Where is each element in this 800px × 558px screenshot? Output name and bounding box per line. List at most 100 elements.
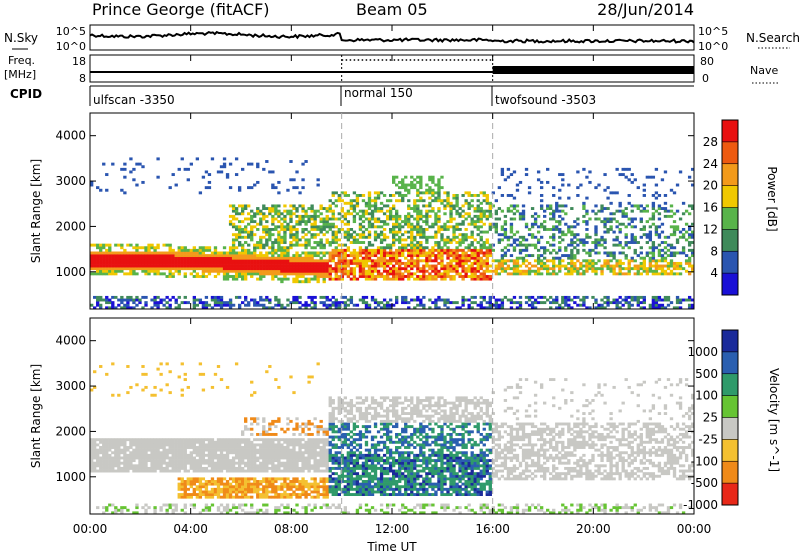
- heatmap-cell: [655, 267, 658, 270]
- heatmap-cell: [196, 249, 199, 252]
- heatmap-cell: [250, 470, 253, 473]
- heatmap-cell: [588, 262, 591, 265]
- heatmap-cell: [96, 506, 99, 509]
- heatmap-cell: [622, 252, 625, 255]
- heatmap-cell: [380, 252, 383, 255]
- heatmap-cell: [268, 170, 271, 173]
- heatmap-cell: [468, 275, 471, 278]
- heatmap-cell: [205, 488, 208, 491]
- heatmap-cell: [329, 244, 332, 247]
- heatmap-cell: [123, 462, 126, 465]
- heatmap-cell: [347, 220, 350, 223]
- heatmap-cell: [298, 262, 301, 265]
- heatmap-cell: [178, 457, 181, 460]
- heatmap-cell: [169, 244, 172, 247]
- heatmap-cell: [458, 244, 461, 247]
- heatmap-cell: [223, 441, 226, 444]
- heatmap-cell: [356, 204, 359, 207]
- heatmap-cell: [353, 270, 356, 273]
- heatmap-cell: [443, 244, 446, 247]
- heatmap-cell: [458, 212, 461, 215]
- heatmap-cell: [250, 441, 253, 444]
- heatmap-cell: [679, 262, 682, 265]
- heatmap-cell: [253, 438, 256, 441]
- heatmap-cell: [226, 267, 229, 270]
- heatmap-cell: [664, 299, 667, 302]
- heatmap-cell: [401, 184, 404, 187]
- heatmap-cell: [483, 191, 486, 194]
- heatmap-cell: [202, 451, 205, 454]
- heatmap-cell: [401, 249, 404, 252]
- heatmap-cell: [250, 254, 253, 257]
- heatmap-cell: [655, 233, 658, 236]
- heatmap-cell: [461, 270, 464, 273]
- heatmap-cell: [347, 262, 350, 265]
- heatmap-cell: [247, 477, 250, 480]
- heatmap-cell: [256, 493, 259, 496]
- heatmap-cell: [244, 278, 247, 281]
- heatmap-cell: [211, 496, 214, 499]
- heatmap-cell: [413, 299, 416, 302]
- heatmap-cell: [259, 275, 262, 278]
- heatmap-cell: [172, 504, 175, 507]
- heatmap-cell: [271, 246, 274, 249]
- heatmap-cell: [643, 299, 646, 302]
- heatmap-cell: [326, 259, 329, 262]
- heatmap-cell: [446, 246, 449, 249]
- heatmap-cell: [259, 451, 262, 454]
- heatmap-cell: [277, 454, 280, 457]
- heatmap-cell: [461, 301, 464, 304]
- heatmap-cell: [504, 246, 507, 249]
- heatmap-cell: [600, 304, 603, 307]
- heatmap-cell: [202, 262, 205, 265]
- heatmap-cell: [235, 225, 238, 228]
- heatmap-cell: [326, 252, 329, 255]
- heatmap-cell: [244, 438, 247, 441]
- heatmap-cell: [247, 443, 250, 446]
- heatmap-cell: [120, 189, 123, 192]
- heatmap-cell: [262, 449, 265, 452]
- heatmap-cell: [658, 299, 661, 302]
- heatmap-cell: [561, 231, 564, 234]
- heatmap-cell: [187, 438, 190, 441]
- heatmap-cell: [437, 189, 440, 192]
- heatmap-cell: [274, 270, 277, 273]
- heatmap-cell: [434, 241, 437, 244]
- heatmap-cell: [344, 244, 347, 247]
- heatmap-cell: [362, 199, 365, 202]
- heatmap-cell: [208, 304, 211, 307]
- heatmap-cell: [166, 454, 169, 457]
- heatmap-cell: [661, 304, 664, 307]
- heatmap-cell: [105, 457, 108, 460]
- heatmap-cell: [489, 212, 492, 215]
- heatmap-cell: [214, 304, 217, 307]
- heatmap-cell: [238, 275, 241, 278]
- heatmap-cell: [217, 496, 220, 499]
- heatmap-cell: [440, 225, 443, 228]
- heatmap-cell: [555, 301, 558, 304]
- heatmap-cell: [102, 457, 105, 460]
- heatmap-cell: [486, 218, 489, 221]
- heatmap-cell: [326, 304, 329, 307]
- heatmap-cell: [474, 257, 477, 260]
- heatmap-cell: [519, 272, 522, 275]
- heatmap-cell: [241, 236, 244, 239]
- heatmap-cell: [425, 270, 428, 273]
- heatmap-cell: [153, 467, 156, 470]
- heatmap-cell: [434, 278, 437, 281]
- heatmap-cell: [594, 212, 597, 215]
- heatmap-cell: [123, 168, 126, 171]
- heatmap-cell: [202, 272, 205, 275]
- heatmap-cell: [537, 254, 540, 257]
- heatmap-cell: [401, 199, 404, 202]
- heatmap-cell: [504, 252, 507, 255]
- heatmap-cell: [211, 451, 214, 454]
- heatmap-cell: [102, 262, 105, 265]
- heatmap-cell: [431, 267, 434, 270]
- heatmap-cell: [625, 207, 628, 210]
- heatmap-cell: [175, 270, 178, 273]
- heatmap-cell: [347, 238, 350, 241]
- heatmap-cell: [661, 299, 664, 302]
- heatmap-cell: [162, 262, 165, 265]
- heatmap-cell: [431, 246, 434, 249]
